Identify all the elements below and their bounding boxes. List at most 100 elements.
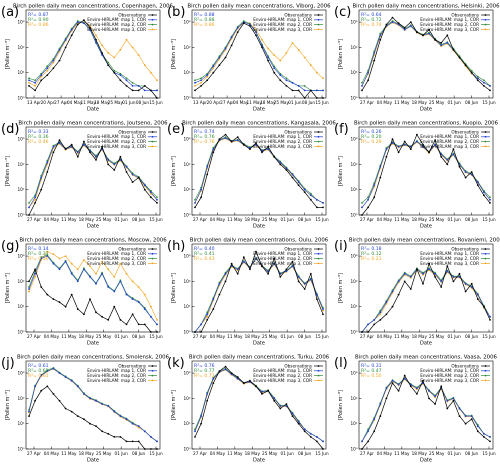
y-tick-label: 10³: [350, 137, 357, 142]
data-point: [291, 42, 294, 44]
data-point: [291, 176, 294, 179]
data-point: [470, 282, 473, 285]
legend-marker: [484, 14, 487, 16]
data-point: [212, 65, 215, 68]
data-point: [416, 133, 418, 136]
data-point: [40, 176, 43, 179]
series-line: [194, 257, 324, 333]
y-tick-label: 10⁰: [17, 330, 24, 335]
x-tick-label: 18 May: [245, 334, 261, 339]
data-point: [297, 181, 300, 183]
data-point: [279, 79, 282, 82]
plot-frame: [358, 9, 494, 99]
data-point: [89, 265, 91, 267]
data-point: [379, 319, 382, 321]
legend-label: Enviro-HIRLAM: map 2, COR: [87, 256, 146, 261]
data-point: [489, 89, 491, 92]
series-line: [28, 141, 158, 204]
data-point: [89, 397, 91, 400]
data-point: [361, 89, 363, 92]
data-point: [303, 188, 306, 191]
series-line: [194, 21, 323, 91]
x-tick-label: 27 Apr: [193, 451, 207, 456]
plot-frame: [191, 126, 327, 216]
r2-label: R²= 0.36: [28, 256, 49, 262]
data-point: [297, 280, 300, 283]
data-point: [397, 293, 400, 296]
series-line: [194, 22, 324, 87]
x-axis-label: Date: [87, 458, 99, 464]
data-point: [119, 319, 122, 321]
data-point: [70, 293, 73, 296]
data-point: [273, 54, 276, 56]
data-point: [291, 260, 294, 263]
x-tick-label: 04 May: [210, 217, 226, 222]
data-point: [361, 202, 363, 204]
series-line: [28, 255, 158, 325]
data-point: [34, 198, 36, 201]
data-point: [267, 272, 269, 275]
data-point: [279, 161, 282, 164]
data-point: [143, 448, 146, 450]
data-point: [397, 145, 400, 148]
legend-marker: [151, 131, 154, 133]
data-point: [206, 79, 209, 82]
data-point: [230, 36, 233, 39]
x-tick-label: 18 May: [412, 217, 428, 222]
data-point: [125, 77, 128, 80]
data-point: [224, 56, 227, 59]
data-point: [322, 97, 324, 99]
data-point: [367, 430, 369, 433]
data-point: [95, 311, 97, 314]
data-point: [58, 142, 61, 144]
data-point: [434, 395, 436, 398]
x-tick-label: 11 May: [227, 334, 243, 339]
data-point: [125, 85, 128, 87]
data-point: [52, 145, 55, 148]
data-point: [367, 71, 369, 74]
data-point: [113, 410, 116, 413]
series-line: [194, 257, 324, 333]
y-tick-label: 10⁰: [350, 330, 357, 335]
data-point: [279, 276, 282, 278]
data-point: [83, 418, 85, 421]
data-point: [125, 165, 128, 168]
data-point: [440, 44, 443, 47]
data-point: [212, 151, 215, 154]
data-point: [206, 165, 209, 168]
series-line: [195, 250, 324, 333]
x-tick-label: 11 May: [61, 451, 77, 456]
data-point: [212, 308, 215, 310]
data-point: [58, 139, 61, 142]
data-point: [34, 89, 36, 92]
data-point: [297, 48, 300, 51]
x-tick-label: 08 Jun: [132, 217, 146, 222]
data-point: [119, 48, 122, 51]
x-tick-label: 27 Apr: [360, 334, 374, 339]
data-point: [440, 155, 443, 158]
data-point: [95, 159, 97, 161]
panel-title: Birch pollen daily mean concentrations, …: [355, 355, 497, 361]
y-tick-label: 10³: [350, 20, 357, 25]
y-axis-label: [Pollen m⁻³]: [171, 39, 177, 69]
data-point: [255, 385, 257, 388]
data-point: [40, 74, 43, 76]
data-point: [131, 313, 134, 316]
data-point: [200, 415, 202, 417]
panel-k: (k) Birch pollen daily mean concentration…: [167, 355, 330, 464]
data-point: [119, 155, 122, 158]
x-tick-label: 13 Apr: [27, 100, 41, 105]
data-point: [446, 265, 449, 267]
data-point: [70, 34, 73, 37]
data-point: [385, 301, 388, 304]
y-tick-label: 10²: [183, 279, 190, 284]
data-point: [46, 255, 49, 257]
y-tick-label: 10³: [17, 371, 24, 376]
r2-label: R²= 0.76: [194, 363, 215, 369]
data-point: [46, 74, 49, 76]
data-point: [267, 56, 269, 59]
data-point: [242, 260, 245, 263]
y-tick-label: 10⁰: [183, 213, 190, 218]
data-point: [391, 21, 394, 23]
panel-title: Birch pollen daily mean concentrations, …: [187, 4, 331, 10]
